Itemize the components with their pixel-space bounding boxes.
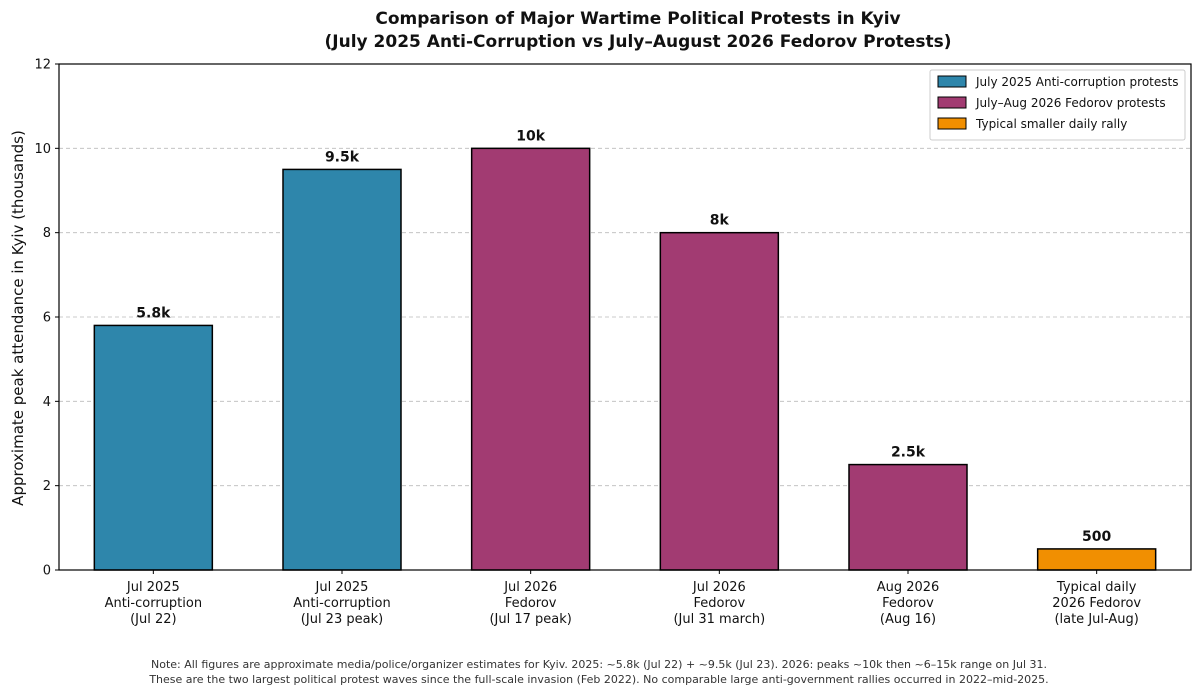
chart-title-line-2: (July 2025 Anti-Corruption vs July–Augus… bbox=[325, 32, 952, 52]
x-tick-label: Aug 2026 bbox=[877, 580, 940, 595]
x-tick-label: Anti-corruption bbox=[105, 596, 203, 611]
x-tick-label: Jul 2025 bbox=[315, 580, 369, 595]
y-tick-label: 8 bbox=[43, 226, 51, 241]
y-tick-label: 12 bbox=[34, 58, 51, 73]
bar bbox=[1036, 548, 1157, 571]
x-tick-label: Fedorov bbox=[882, 596, 934, 611]
data-label: 2.5k bbox=[891, 445, 926, 461]
x-tick-label: (late Jul-Aug) bbox=[1054, 612, 1138, 627]
bar bbox=[848, 463, 968, 571]
bar bbox=[93, 324, 214, 571]
x-tick-label: Jul 2026 bbox=[692, 580, 746, 595]
y-tick-label: 0 bbox=[43, 564, 51, 579]
note-line-1: Note: All figures are approximate media/… bbox=[151, 658, 1047, 671]
bars-layer bbox=[93, 147, 1157, 571]
y-tick-label: 2 bbox=[43, 479, 51, 494]
y-tick-label: 4 bbox=[43, 395, 51, 410]
data-labels: 5.8k 9.5k 10k 8k 2.5k 500 bbox=[136, 128, 1111, 545]
legend-label-2026: July–Aug 2026 Fedorov protests bbox=[975, 96, 1166, 110]
data-label: 9.5k bbox=[325, 149, 360, 165]
legend-frame bbox=[929, 69, 1186, 141]
bar bbox=[659, 231, 780, 571]
x-tick-label: Anti-corruption bbox=[293, 596, 391, 611]
data-label: 8k bbox=[710, 213, 730, 229]
note-line-2: These are the two largest political prot… bbox=[148, 673, 1048, 686]
legend-swatch-2026 bbox=[937, 96, 967, 109]
chart-title-line-1: Comparison of Major Wartime Political Pr… bbox=[375, 9, 900, 29]
legend-swatch-daily bbox=[937, 117, 967, 130]
legend-label-2025: July 2025 Anti-corruption protests bbox=[975, 75, 1178, 89]
legend-swatch-2025 bbox=[937, 75, 967, 88]
bar bbox=[282, 168, 402, 571]
bar bbox=[470, 147, 591, 571]
x-tick-label: Fedorov bbox=[505, 596, 557, 611]
x-tick-label: (Aug 16) bbox=[880, 612, 936, 627]
x-tick-label: (Jul 17 peak) bbox=[489, 612, 571, 627]
x-tick-label: (Jul 23 peak) bbox=[301, 612, 383, 627]
x-tick-label: 2026 Fedorov bbox=[1052, 596, 1141, 611]
y-axis: 0 2 4 6 8 10 12 bbox=[34, 58, 59, 579]
legend-label-daily: Typical smaller daily rally bbox=[975, 117, 1127, 131]
x-tick-label: Jul 2026 bbox=[503, 580, 557, 595]
legend: July 2025 Anti-corruption protests July–… bbox=[929, 69, 1186, 141]
data-label: 10k bbox=[516, 128, 545, 144]
grid-layer bbox=[59, 147, 1191, 487]
y-tick-label: 10 bbox=[34, 142, 51, 157]
y-axis-label: Approximate peak attendance in Kyiv (tho… bbox=[9, 130, 27, 506]
x-tick-label: Fedorov bbox=[693, 596, 745, 611]
x-tick-label: (Jul 22) bbox=[130, 612, 177, 627]
data-label: 5.8k bbox=[136, 305, 171, 321]
y-tick-label: 6 bbox=[43, 311, 51, 326]
x-tick-label: Typical daily bbox=[1056, 580, 1137, 595]
data-label: 500 bbox=[1082, 529, 1111, 545]
x-tick-label: (Jul 31 march) bbox=[673, 612, 765, 627]
x-tick-label: Jul 2025 bbox=[126, 580, 180, 595]
